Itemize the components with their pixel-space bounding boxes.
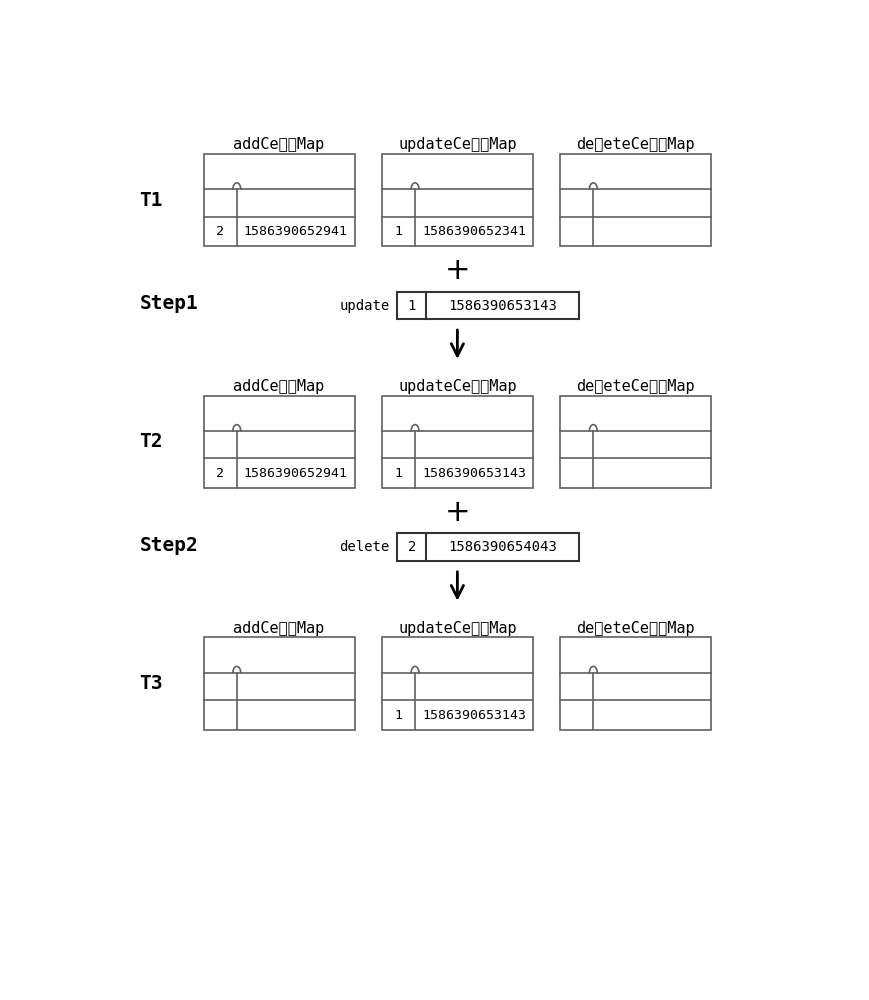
- Text: addCeℓℓMap: addCeℓℓMap: [234, 620, 325, 636]
- Text: T2: T2: [140, 432, 163, 451]
- Text: Step2: Step2: [140, 536, 198, 555]
- Bar: [203, 154, 355, 246]
- Bar: [381, 154, 533, 246]
- Text: 1: 1: [395, 225, 402, 238]
- Text: update: update: [339, 299, 389, 313]
- Text: T1: T1: [140, 191, 163, 210]
- Text: 1586390653143: 1586390653143: [422, 467, 526, 480]
- Text: +: +: [445, 498, 470, 527]
- Bar: [560, 154, 711, 246]
- Text: 1: 1: [408, 299, 416, 313]
- Text: T3: T3: [140, 674, 163, 693]
- Text: +: +: [445, 256, 470, 285]
- Text: addCeℓℓMap: addCeℓℓMap: [234, 137, 325, 152]
- Bar: [560, 637, 711, 730]
- Text: deℓeteCeℓℓMap: deℓeteCeℓℓMap: [576, 137, 695, 152]
- Text: 1586390653143: 1586390653143: [422, 709, 526, 722]
- Text: 2: 2: [216, 225, 224, 238]
- Bar: [381, 396, 533, 488]
- Bar: [203, 396, 355, 488]
- Text: 1586390652941: 1586390652941: [243, 225, 348, 238]
- Text: updateCeℓℓMap: updateCeℓℓMap: [398, 620, 517, 636]
- Bar: [397, 533, 580, 561]
- Text: delete: delete: [339, 540, 389, 554]
- Bar: [381, 637, 533, 730]
- Text: deℓeteCeℓℓMap: deℓeteCeℓℓMap: [576, 620, 695, 636]
- Bar: [560, 396, 711, 488]
- Bar: [203, 637, 355, 730]
- Text: 1586390654043: 1586390654043: [448, 540, 557, 554]
- Text: updateCeℓℓMap: updateCeℓℓMap: [398, 137, 517, 152]
- Text: updateCeℓℓMap: updateCeℓℓMap: [398, 379, 517, 394]
- Text: Step1: Step1: [140, 294, 198, 313]
- Text: 1586390652941: 1586390652941: [243, 467, 348, 480]
- Text: 1: 1: [395, 709, 402, 722]
- Bar: [397, 292, 580, 319]
- Text: 1: 1: [395, 467, 402, 480]
- Text: addCeℓℓMap: addCeℓℓMap: [234, 379, 325, 394]
- Text: 2: 2: [408, 540, 416, 554]
- Text: 2: 2: [216, 467, 224, 480]
- Text: 1586390652341: 1586390652341: [422, 225, 526, 238]
- Text: 1586390653143: 1586390653143: [448, 299, 557, 313]
- Text: deℓeteCeℓℓMap: deℓeteCeℓℓMap: [576, 379, 695, 394]
